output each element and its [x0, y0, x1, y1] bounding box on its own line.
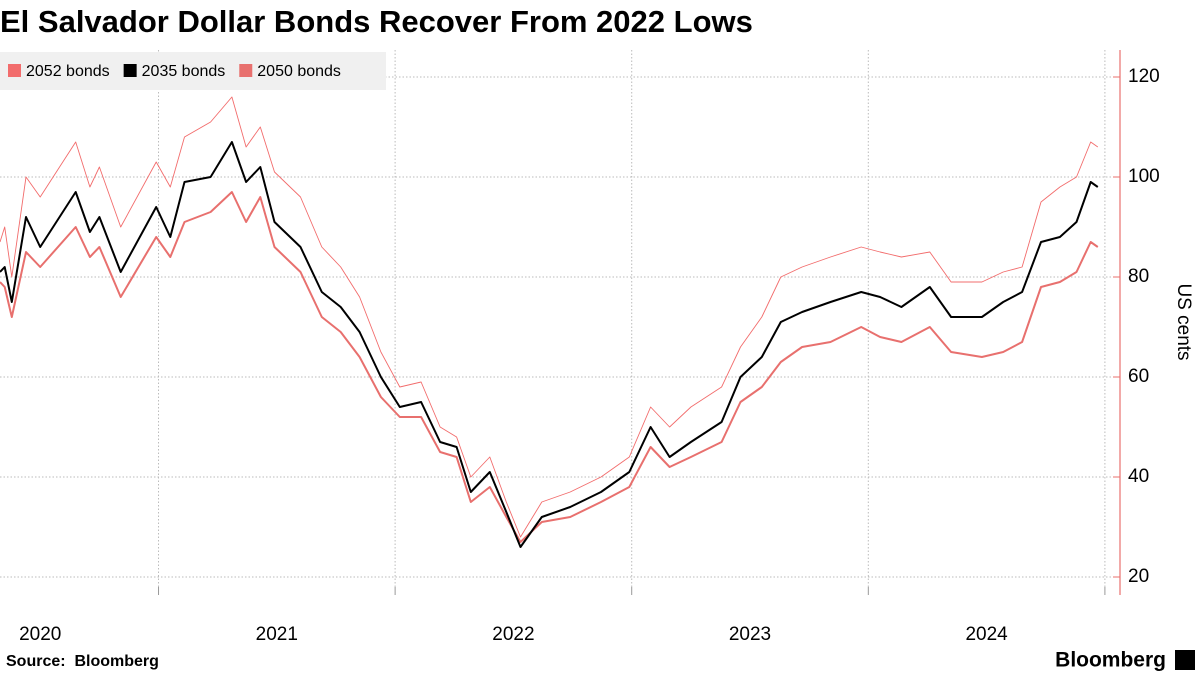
x-tick-label: 2020 [19, 624, 61, 645]
legend-label: 2035 bonds [142, 63, 226, 80]
legend-label: 2050 bonds [257, 63, 341, 80]
legend-swatch [123, 64, 137, 77]
legend-swatch [239, 64, 253, 77]
x-tick-label: 2024 [965, 624, 1008, 645]
x-tick-label: 2021 [256, 624, 298, 645]
y-tick-label: 80 [1128, 266, 1149, 287]
legend-box [0, 52, 386, 90]
brand: Bloomberg [1055, 649, 1166, 672]
legend: 2052 bonds 2035 bonds 2050 bonds [0, 52, 386, 90]
line-series [0, 191, 1099, 543]
y-tick-label: 60 [1128, 366, 1149, 387]
chart-title: El Salvador Dollar Bonds Recover From 20… [0, 4, 753, 39]
line-series [0, 96, 1099, 538]
x-tick-label: 2022 [492, 624, 534, 645]
source: Source: Bloomberg [6, 653, 159, 670]
y-tick-label: 120 [1128, 66, 1160, 87]
y-tick-label: 40 [1128, 466, 1149, 487]
y-tick-label: 100 [1128, 166, 1160, 187]
line-series [0, 141, 1099, 548]
x-tick-label: 2023 [729, 624, 771, 645]
brand-icon [1175, 650, 1195, 670]
legend-swatch [8, 64, 21, 77]
y-axis-label: US cents [1173, 283, 1194, 360]
y-tick-label: 20 [1128, 566, 1149, 587]
legend-label: 2052 bonds [26, 63, 110, 80]
